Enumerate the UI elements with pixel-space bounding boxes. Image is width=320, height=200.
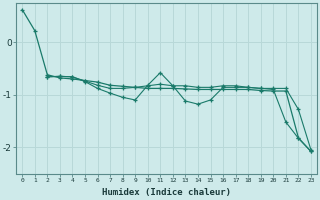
X-axis label: Humidex (Indice chaleur): Humidex (Indice chaleur) [102, 188, 231, 197]
